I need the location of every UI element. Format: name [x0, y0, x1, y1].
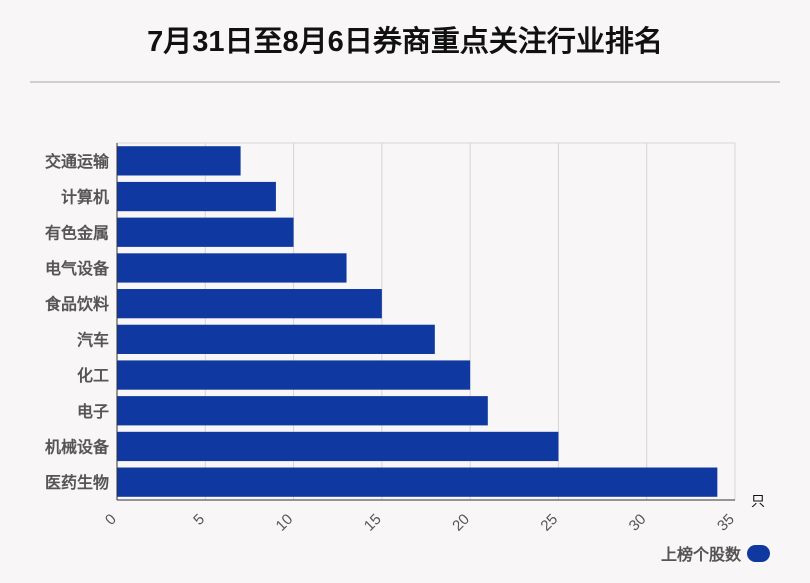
category-label: 电气设备 [45, 259, 110, 278]
category-label: 汽车 [77, 330, 109, 349]
category-label: 机械设备 [45, 437, 110, 456]
bars [117, 146, 718, 497]
bar [117, 467, 718, 497]
x-tick-label: 20 [449, 511, 473, 535]
bar [117, 289, 382, 319]
chart-title: 7月31日至8月6日券商重点关注行业排名 [147, 26, 663, 58]
bar [117, 396, 488, 426]
legend: 上榜个股数 [661, 541, 770, 565]
legend-label: 上榜个股数 [660, 547, 741, 564]
category-label: 交通运输 [45, 152, 110, 171]
x-tick-label: 25 [537, 511, 561, 535]
category-label: 化工 [77, 366, 109, 385]
category-label: 电子 [77, 402, 109, 421]
x-tick-label: 15 [361, 511, 385, 535]
x-tick-label: 5 [190, 511, 208, 529]
category-label: 食品饮料 [44, 295, 109, 314]
bar [117, 431, 559, 462]
bar [117, 217, 294, 247]
bar [117, 146, 241, 176]
x-tick-label: 0 [102, 511, 120, 529]
category-label: 医药生物 [45, 473, 109, 492]
bar [117, 181, 276, 212]
axes [116, 143, 735, 501]
bar [117, 253, 347, 283]
category-label: 计算机 [61, 188, 109, 207]
bar [117, 360, 471, 390]
x-tick-label: 30 [626, 511, 650, 535]
x-unit-label: 只 [751, 493, 765, 509]
x-tick-label: 35 [714, 511, 738, 535]
legend-swatch [747, 544, 770, 562]
category-label: 有色金属 [45, 223, 109, 242]
title-divider [30, 81, 780, 83]
x-tick-label: 10 [273, 511, 297, 535]
bar [117, 324, 435, 354]
